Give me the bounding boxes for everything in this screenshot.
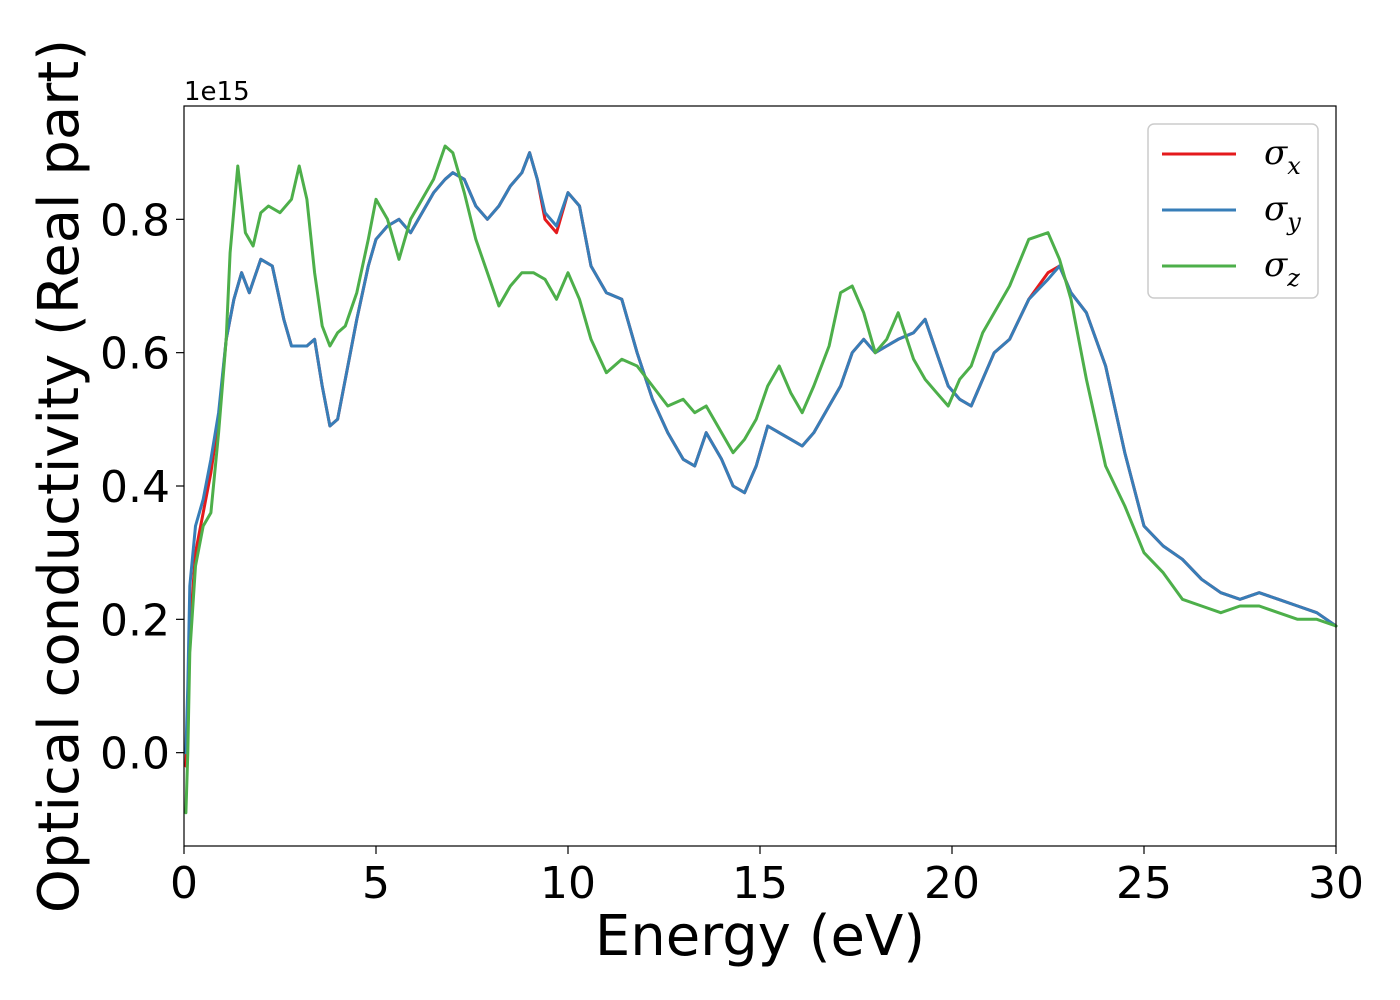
x-tick-label: 15 [732,858,788,909]
y-tick-label: 0.0 [100,729,170,780]
series-line-z [184,144,1338,815]
y-axis: 0.0 0.2 0.4 0.6 0.8 [100,195,184,780]
y-tick-label: 0.6 [100,329,170,380]
x-axis: 0 5 10 15 20 25 30 [170,846,1364,909]
x-axis-label: Energy (eV) [595,904,925,969]
x-tick-label: 25 [1116,858,1172,909]
x-tick-label: 0 [170,858,198,909]
series-layer [184,144,1338,815]
legend-label-x: σx [1264,133,1301,180]
y-tick-label: 0.4 [100,462,170,513]
x-tick-label: 30 [1308,858,1364,909]
x-tick-label: 10 [540,858,596,909]
x-tick-label: 5 [362,858,390,909]
y-axis-label: Optical conductivity (Real part) [27,39,92,913]
x-tick-label: 20 [924,858,980,909]
y-tick-label: 0.2 [100,595,170,646]
y-tick-label: 0.8 [100,195,170,246]
y-offset-label: 1e15 [184,77,250,107]
